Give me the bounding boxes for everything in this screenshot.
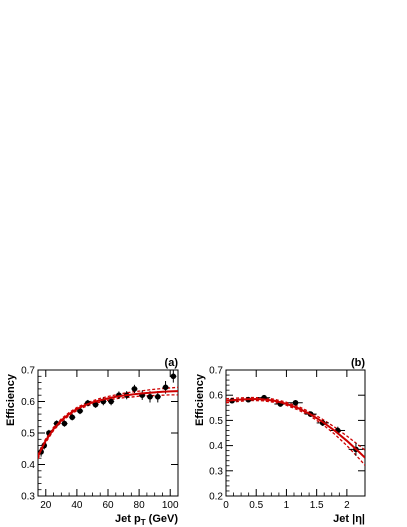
panel-a-fit-band-lower [38, 394, 178, 460]
panel-b-fit-line [226, 397, 365, 459]
panel-a-point-marker [61, 420, 68, 427]
panel-a-data-point [108, 397, 115, 406]
panel-a-data-point [69, 414, 76, 421]
panel-a-label: (a) [165, 357, 179, 369]
panel-a-data-point [61, 420, 68, 427]
panel-b-y-tick-label: 0.3 [209, 466, 223, 477]
panel-a-y-tick-label: 0.4 [21, 460, 35, 471]
panel-a-y-tick-label: 0.6 [21, 397, 35, 408]
panel-a-data-point [154, 391, 161, 403]
panel-b-data-point [288, 399, 303, 406]
panel-b-fit-band-lower [226, 399, 365, 466]
panel-b-y-tick-label: 0.7 [209, 366, 223, 377]
panel-a-point-marker [108, 398, 114, 405]
panel-a-point-marker [154, 393, 161, 400]
panel-a-point-marker [92, 401, 99, 408]
panel-a-data-point [92, 401, 99, 408]
panel-b-label: (b) [351, 357, 365, 369]
panel-a-x-tick-label: 40 [71, 500, 83, 511]
panel-a-x-title-sub: T [141, 518, 146, 527]
panel-a-point-marker [77, 408, 83, 414]
panel-a-fit-band-upper [38, 386, 178, 455]
panel-a-point-marker [162, 384, 169, 391]
panel-a-point-marker [170, 373, 177, 380]
panel-a-plot-frame [37, 369, 179, 497]
panel-b: (b) Efficiency Jet |η| 0.2 0.3 0.4 0.5 0.6 0.… [194, 357, 366, 525]
panel-a-fit-line [38, 390, 178, 458]
panel-b-fit-band-upper [226, 396, 365, 451]
panel-a-data-point [131, 384, 138, 393]
panel-b-x-tick-label: 2 [344, 500, 350, 511]
panel-a-point-marker [147, 393, 153, 400]
panel-a-point-marker [131, 386, 138, 392]
panel-b-point-marker [292, 399, 299, 406]
panel-a-plot-area [38, 370, 178, 460]
panel-a-y-tick-label: 0.3 [21, 492, 35, 503]
panel-a-y-axis-title: Efficiency [5, 373, 17, 426]
panel-a-data-point [170, 370, 177, 383]
panel-a-point-marker [69, 414, 76, 421]
panel-b-plot-area [226, 394, 365, 466]
panel-a: (a) Efficiency Jet pT (GeV) 0.3 0.4 0.5 0.6… [5, 357, 179, 527]
panel-b-y-tick-label: 0.2 [209, 492, 223, 503]
panel-b-y-tick-label: 0.5 [209, 416, 223, 427]
panel-b-x-tick-label: 1 [284, 500, 290, 511]
panel-b-y-tick-label: 0.6 [209, 391, 223, 402]
panel-a-x-tick-label: 60 [102, 500, 114, 511]
panel-a-x-title-main: Jet p [115, 513, 141, 525]
panel-b-plot-frame [225, 369, 366, 497]
panel-b-x-tick-label: 1.5 [310, 500, 324, 511]
panel-a-y-tick-label: 0.5 [21, 429, 35, 440]
panel-a-x-tick-label: 100 [162, 500, 179, 511]
panel-a-y-tick-label: 0.7 [21, 366, 35, 377]
panel-b-x-axis-title: Jet |η| [333, 513, 365, 525]
panel-a-x-tick-label: 80 [134, 500, 146, 511]
panel-a-x-title-unit: (GeV) [146, 513, 179, 525]
panel-a-data-point [76, 407, 84, 415]
panel-a-data-point [139, 390, 146, 400]
panel-b-x-tick-label: 0.5 [249, 500, 263, 511]
panel-b-y-tick-label: 0.4 [209, 441, 223, 452]
panel-b-x-tick-label: 0 [223, 500, 229, 511]
panel-a-x-axis-title: Jet pT (GeV) [115, 513, 178, 527]
panel-b-y-axis-title: Efficiency [194, 373, 206, 426]
panel-a-x-tick-label: 20 [40, 500, 52, 511]
